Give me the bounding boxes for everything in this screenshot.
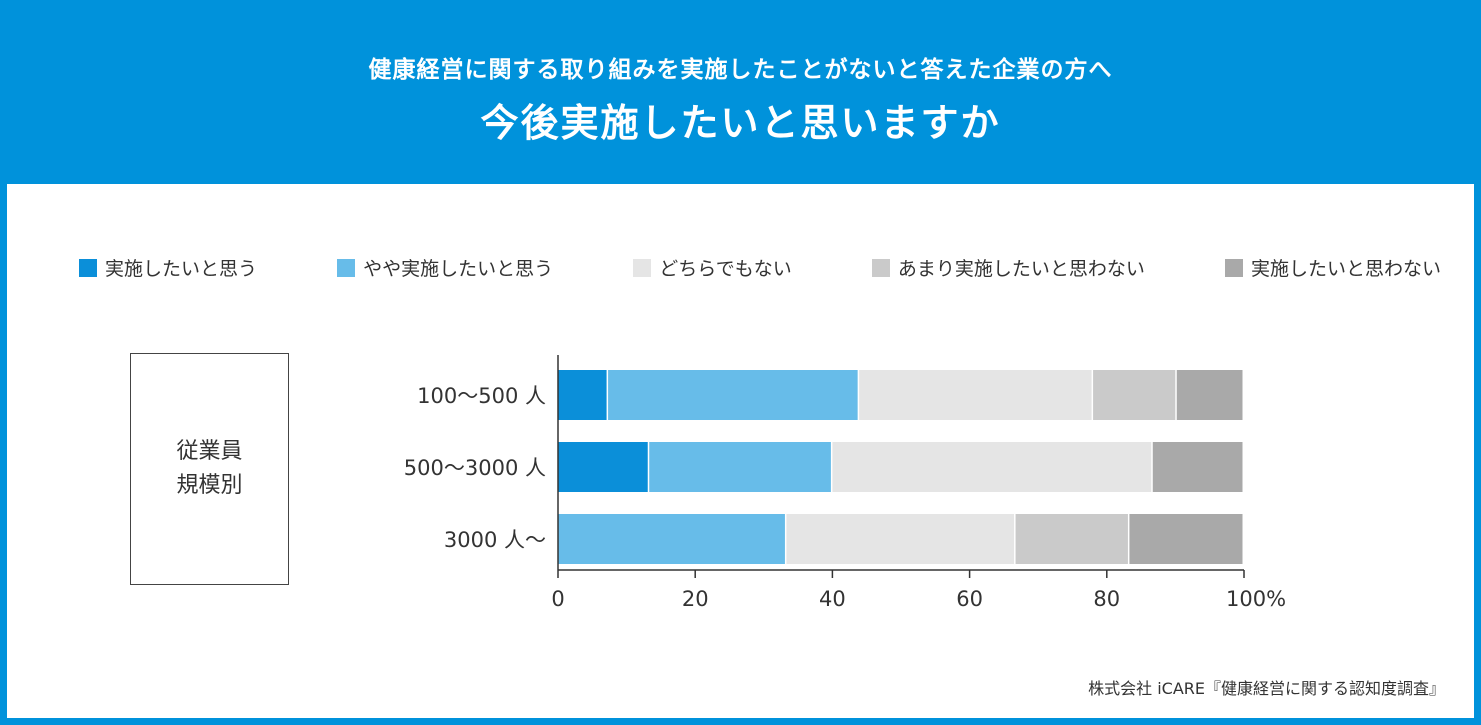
x-tick-label-5: 80: [1093, 587, 1120, 611]
page-subtitle: 健康経営に関する取り組みを実施したことがないと答えた企業の方へ: [368, 57, 1113, 83]
x-tick-label-6: 100%: [1226, 587, 1286, 611]
legend-label: あまり実施したいと思わない: [897, 258, 1145, 280]
legend-item-5: 実施したいと思わない: [1224, 254, 1441, 281]
legend-swatch: [1224, 258, 1243, 277]
bar-segment-1-1: [558, 370, 607, 420]
legend-item-4: あまり実施したいと思わない: [871, 254, 1145, 281]
bar-segment-1-3: [859, 370, 1092, 420]
legend-label: 実施したいと思う: [105, 258, 258, 280]
x-tick-label-2: 20: [682, 587, 709, 611]
category-label-1: 100〜500 人: [417, 384, 546, 408]
legend-label: 実施したいと思わない: [1250, 258, 1441, 280]
bar-segment-1-5: [1176, 370, 1243, 420]
legend-item-1: 実施したいと思う: [79, 254, 257, 281]
bar-segment-1-2: [608, 370, 858, 420]
legend-swatch: [79, 258, 97, 277]
bar-segment-2-2: [649, 442, 831, 492]
bar-segment-3-5: [1129, 514, 1243, 564]
x-tick-label-3: 40: [819, 587, 846, 611]
legend-label: やや実施したいと思う: [363, 258, 554, 280]
x-tick-label-1: 0: [551, 587, 564, 611]
bar-segment-2-5: [1152, 442, 1243, 492]
bar-segment-3-3: [786, 514, 1015, 564]
bar-segment-1-4: [1093, 370, 1176, 420]
chart-legend: 実施したいと思う やや実施したいと思う どちらでもない あまり実施したいと思わな…: [79, 254, 1441, 281]
bar-segment-2-1: [558, 442, 648, 492]
source-credit: 株式会社 iCARE『健康経営に関する認知度調査』: [1088, 679, 1445, 698]
legend-item-2: やや実施したいと思う: [337, 254, 553, 281]
side-label-line-1: 従業員: [176, 439, 243, 464]
legend-item-3: どちらでもない: [633, 254, 792, 281]
category-label-3: 3000 人〜: [444, 528, 546, 552]
employee-scale-label-box: 従業員 規模別: [130, 353, 289, 585]
side-label-line-2: 規模別: [176, 473, 243, 498]
header-banner: 健康経営に関する取り組みを実施したことがないと答えた企業の方へ 今後実施したいと…: [0, 0, 1481, 184]
x-tick-label-4: 60: [956, 587, 983, 611]
legend-label: どちらでもない: [659, 258, 792, 280]
page-title: 今後実施したいと思いますか: [480, 101, 1001, 145]
bar-segment-3-4: [1015, 514, 1128, 564]
bar-segment-2-3: [832, 442, 1152, 492]
legend-swatch: [337, 258, 356, 277]
category-label-2: 500〜3000 人: [404, 456, 546, 480]
bar-segment-3-2: [558, 514, 785, 564]
legend-swatch: [633, 258, 652, 277]
legend-swatch: [871, 258, 890, 277]
